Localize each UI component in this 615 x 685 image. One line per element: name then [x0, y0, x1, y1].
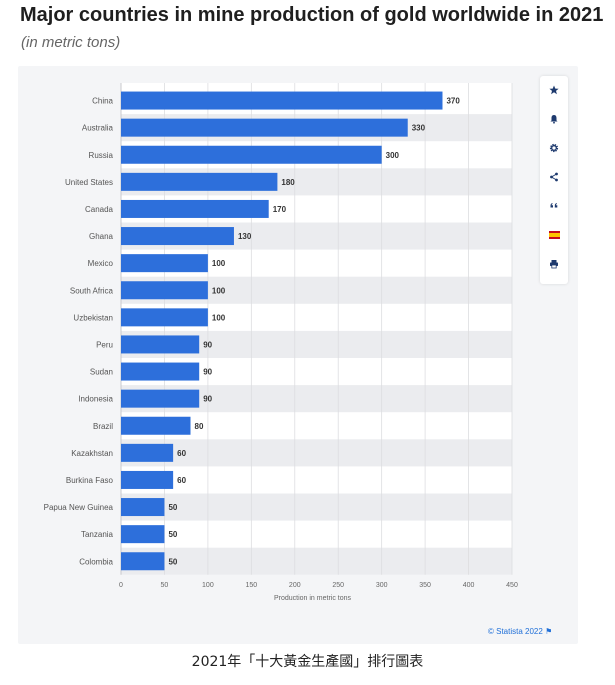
category-label: Colombia: [79, 557, 113, 566]
category-label: United States: [65, 178, 113, 187]
chart-card: 0 50 100 150 200 250 300 350 400 450 China 370 Austr…: [18, 66, 578, 644]
x-axis-title: Production in metric tons: [274, 595, 352, 602]
row-band: [121, 493, 512, 521]
category-label: Russia: [89, 151, 114, 160]
share-icon[interactable]: [544, 167, 564, 187]
value-label: 90: [203, 368, 212, 377]
bar: [121, 470, 174, 489]
bar: [121, 281, 208, 300]
category-label: Australia: [82, 124, 114, 133]
category-label: Ghana: [89, 232, 114, 241]
value-label: 180: [281, 178, 295, 187]
flag-icon: ⚑: [545, 627, 553, 636]
chart-toolbar: [540, 76, 568, 284]
x-tick-label: 0: [119, 582, 123, 589]
plot-area: [121, 83, 512, 575]
row-band: [121, 547, 512, 575]
bar: [121, 525, 165, 544]
value-label: 50: [168, 557, 177, 566]
x-tick-label: 300: [376, 582, 388, 589]
value-label: 300: [386, 151, 400, 160]
bar: [121, 443, 174, 462]
category-label: China: [92, 97, 113, 106]
bar: [121, 199, 269, 218]
category-label: Peru: [96, 340, 113, 349]
x-tick-label: 150: [245, 582, 257, 589]
bar: [121, 389, 200, 408]
bar-chart: 0 50 100 150 200 250 300 350 400 450 China 370 Austr…: [44, 83, 518, 602]
page-title: Major countries in mine production of go…: [20, 4, 604, 26]
quote-icon[interactable]: [544, 196, 564, 216]
page-subtitle: (in metric tons): [21, 34, 121, 51]
category-label: Uzbekistan: [73, 313, 113, 322]
row-band: [121, 439, 512, 467]
bar: [121, 227, 234, 246]
x-tick-label: 450: [506, 582, 518, 589]
value-label: 50: [168, 503, 177, 512]
x-tick-label: 250: [332, 582, 344, 589]
bar: [121, 416, 191, 435]
x-tick-label: 100: [202, 582, 214, 589]
bar: [121, 498, 165, 517]
value-label: 130: [238, 232, 252, 241]
bar: [121, 145, 382, 164]
category-label: Papua New Guinea: [44, 503, 114, 512]
x-tick-label: 400: [463, 582, 475, 589]
value-label: 100: [212, 259, 226, 268]
bar: [121, 172, 278, 191]
bar: [121, 118, 408, 137]
bar: [121, 552, 165, 571]
category-label: Mexico: [88, 259, 114, 268]
bell-icon[interactable]: [544, 109, 564, 129]
category-label: Tanzania: [81, 530, 114, 539]
category-label: Kazakhstan: [71, 449, 113, 458]
category-label: Brazil: [93, 422, 113, 431]
value-label: 80: [195, 422, 204, 431]
value-label: 90: [203, 395, 212, 404]
category-label: Canada: [85, 205, 114, 214]
bar: [121, 308, 208, 327]
gear-icon[interactable]: [544, 138, 564, 158]
bar: [121, 91, 443, 110]
flag-es-icon[interactable]: [544, 225, 564, 245]
category-label: South Africa: [70, 286, 114, 295]
x-tick-label: 50: [161, 582, 169, 589]
value-label: 50: [168, 530, 177, 539]
figure-caption: 2021年「十大黃金生產國」排行圖表: [191, 654, 424, 670]
value-label: 100: [212, 286, 226, 295]
star-icon[interactable]: [544, 80, 564, 100]
value-label: 370: [446, 97, 460, 106]
value-label: 60: [177, 449, 186, 458]
bar: [121, 362, 200, 381]
category-label: Indonesia: [78, 395, 113, 404]
value-label: 100: [212, 313, 226, 322]
category-label: Burkina Faso: [66, 476, 114, 485]
bar: [121, 254, 208, 273]
statista-credit[interactable]: © Statista 2022 ⚑: [488, 627, 552, 636]
x-tick-label: 200: [289, 582, 301, 589]
x-tick-label: 350: [419, 582, 431, 589]
value-label: 60: [177, 476, 186, 485]
value-label: 330: [412, 124, 426, 133]
value-label: 90: [203, 340, 212, 349]
value-label: 170: [273, 205, 287, 214]
print-icon[interactable]: [544, 254, 564, 274]
bar: [121, 335, 200, 354]
category-label: Sudan: [90, 368, 113, 377]
credit-text: © Statista 2022: [488, 627, 543, 636]
